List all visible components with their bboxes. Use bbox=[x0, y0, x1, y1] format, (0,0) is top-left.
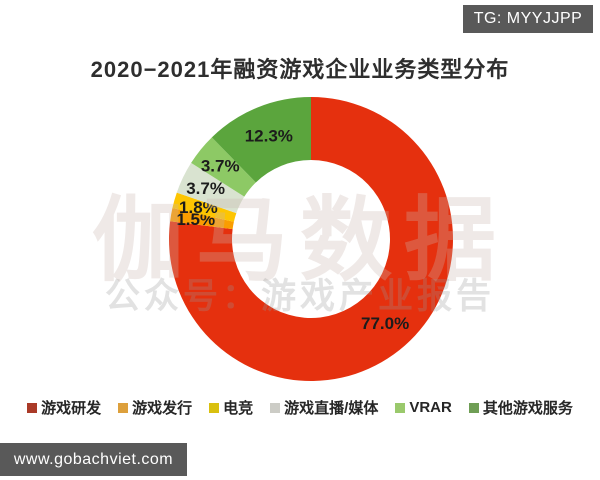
legend-label: 游戏研发 bbox=[41, 400, 102, 417]
pie-slice-4 bbox=[176, 162, 245, 214]
legend-item-6: 其他游戏服务 bbox=[468, 397, 573, 418]
slice-value-label-1: 77.0% bbox=[361, 314, 409, 333]
legend-item-2: 游戏发行 bbox=[118, 397, 192, 418]
legend-item-4: 游戏直播/媒体 bbox=[270, 397, 378, 418]
slice-value-label-6: 12.3% bbox=[245, 126, 293, 145]
pie-slice-2 bbox=[170, 208, 234, 230]
pie-slice-5 bbox=[191, 137, 256, 197]
telegram-badge-text: TG: MYYJJPP bbox=[473, 10, 583, 27]
legend-item-1: 游戏研发 bbox=[27, 397, 101, 418]
chart-title: 2020−2021年融资游戏企业业务类型分布 bbox=[90, 57, 510, 82]
legend-swatch-icon bbox=[395, 402, 406, 413]
legend-label: VRAR bbox=[409, 399, 452, 416]
slice-value-label-4: 3.7% bbox=[186, 179, 225, 198]
legend-label: 电竞 bbox=[223, 400, 254, 417]
legend-swatch-icon bbox=[270, 402, 281, 413]
legend-item-5: VRAR bbox=[395, 399, 452, 416]
chart-legend: 游戏研发 游戏发行 电竞 游戏直播/媒体 VRAR 其他游戏服务 bbox=[0, 397, 600, 418]
pie-slice-3 bbox=[172, 192, 237, 222]
legend-swatch-icon bbox=[468, 402, 479, 413]
legend-swatch-icon bbox=[209, 402, 220, 413]
telegram-badge: TG: MYYJJPP bbox=[463, 5, 593, 33]
legend-item-3: 电竞 bbox=[209, 397, 253, 418]
website-badge-text: www.gobachviet.com bbox=[13, 450, 174, 468]
website-badge: www.gobachviet.com bbox=[0, 443, 187, 476]
legend-swatch-icon bbox=[27, 402, 38, 413]
legend-label: 其他游戏服务 bbox=[482, 400, 573, 417]
legend-label: 游戏发行 bbox=[132, 400, 193, 417]
slice-value-label-5: 3.7% bbox=[201, 156, 240, 175]
legend-label: 游戏直播/媒体 bbox=[284, 400, 379, 417]
pie-slice-6 bbox=[211, 97, 311, 183]
pie-slice-1 bbox=[168, 97, 453, 381]
legend-swatch-icon bbox=[118, 402, 129, 413]
